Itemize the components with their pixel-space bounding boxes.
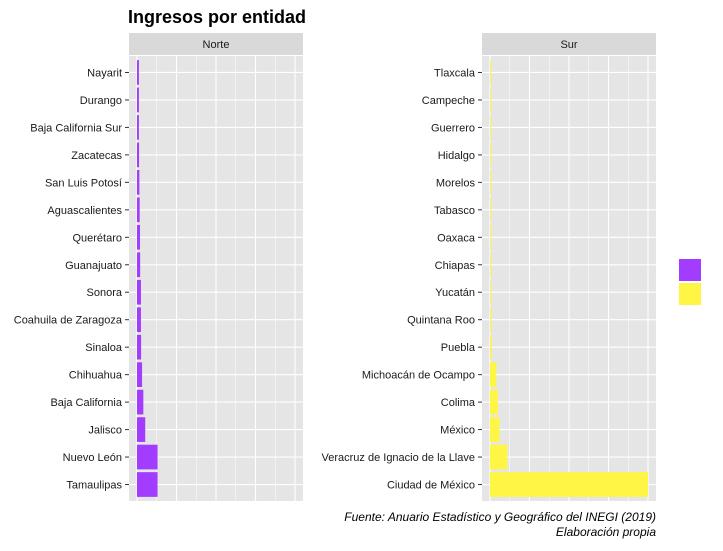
bar-sinaloa (137, 334, 142, 360)
bar-sonora (137, 279, 141, 305)
category-label: Veracruz de Ignacio de la Llave (322, 452, 476, 464)
bar-m-xico (490, 417, 500, 442)
bar-chiapas (490, 252, 491, 278)
category-label: Nayarit (87, 67, 122, 79)
category-label: Jalisco (88, 425, 122, 437)
category-label: Guerrero (431, 122, 475, 134)
bar-puebla (490, 334, 492, 360)
category-label: Baja California (50, 397, 122, 409)
category-label: Morelos (436, 177, 476, 189)
bar-tamaulipas (137, 472, 158, 497)
category-label: Nuevo León (63, 452, 122, 464)
bar-morelos (490, 169, 491, 195)
category-label: Guanajuato (65, 260, 122, 272)
category-label: Baja California Sur (30, 122, 122, 134)
category-label: Tamaulipas (66, 480, 122, 492)
facet-strip-label: Sur (560, 39, 577, 51)
category-label: Durango (80, 95, 122, 107)
facet-strip (129, 33, 303, 55)
category-label: Hidalgo (438, 150, 475, 162)
legend-key-sur (679, 283, 701, 305)
legend-key-norte (679, 259, 701, 281)
bar-aguascalientes (137, 197, 140, 223)
bar-nayarit (137, 60, 139, 85)
caption-note: Elaboración propia (556, 525, 656, 539)
facet-panel-1: Sur Tlaxcala Campeche Guerrero Hidalgo Morelo… (322, 33, 656, 501)
bar-quer-taro (137, 224, 141, 250)
category-label: Ciudad de México (387, 480, 475, 492)
category-label: Michoacán de Ocampo (362, 370, 475, 382)
category-label: México (440, 425, 475, 437)
category-label: Colima (441, 397, 476, 409)
facet-panel-0: Norte Nayarit Durango Baja California Sur Za… (14, 33, 303, 501)
category-label: Aguascalientes (47, 205, 122, 217)
bar-san-luis-potos- (137, 169, 140, 195)
category-label: Sinaloa (85, 342, 123, 354)
bar-ciudad-de-m-xico (490, 472, 648, 497)
category-label: Chihuahua (69, 370, 123, 382)
facet-panels: Norte Nayarit Durango Baja California Sur Za… (14, 33, 656, 501)
bar-baja-california (137, 389, 144, 415)
chart-title: Ingresos por entidad (128, 7, 306, 27)
category-label: Quintana Roo (407, 315, 475, 327)
category-label: Oaxaca (437, 232, 476, 244)
bar-oaxaca (490, 224, 491, 250)
caption-source: Fuente: Anuario Estadístico y Geográfico… (344, 510, 656, 524)
legend (679, 259, 701, 305)
bar-hidalgo (490, 142, 491, 168)
bar-campeche (490, 87, 491, 113)
bar-chihuahua (137, 362, 143, 388)
bar-nuevo-le-n (137, 444, 158, 470)
bar-coahuila-de-zaragoza (137, 307, 141, 333)
bar-michoac-n-de-ocampo (490, 362, 497, 388)
category-label: Querétaro (72, 232, 122, 244)
category-label: Coahuila de Zaragoza (14, 315, 123, 327)
category-label: Campeche (422, 95, 475, 107)
bar-guanajuato (137, 252, 141, 278)
bar-zacatecas (137, 142, 140, 168)
bar-tabasco (490, 197, 491, 223)
bar-baja-california-sur (137, 115, 139, 140)
bar-tlaxcala (490, 60, 491, 85)
category-label: San Luis Potosí (45, 177, 122, 189)
category-label: Yucatán (435, 287, 475, 299)
category-label: Tlaxcala (434, 67, 476, 79)
category-label: Tabasco (434, 205, 475, 217)
bar-guerrero (490, 115, 491, 140)
category-label: Puebla (441, 342, 476, 354)
bar-colima (490, 389, 498, 415)
facet-strip (482, 33, 656, 55)
bar-yucat-n (490, 279, 491, 305)
category-label: Zacatecas (71, 150, 122, 162)
category-label: Chiapas (435, 260, 476, 272)
bar-veracruz-de-ignacio-de-la-llave (490, 444, 508, 470)
category-label: Sonora (87, 287, 123, 299)
bar-jalisco (137, 417, 146, 442)
facet-strip-label: Norte (203, 39, 230, 51)
bar-durango (137, 87, 139, 113)
bar-quintana-roo (490, 307, 492, 333)
